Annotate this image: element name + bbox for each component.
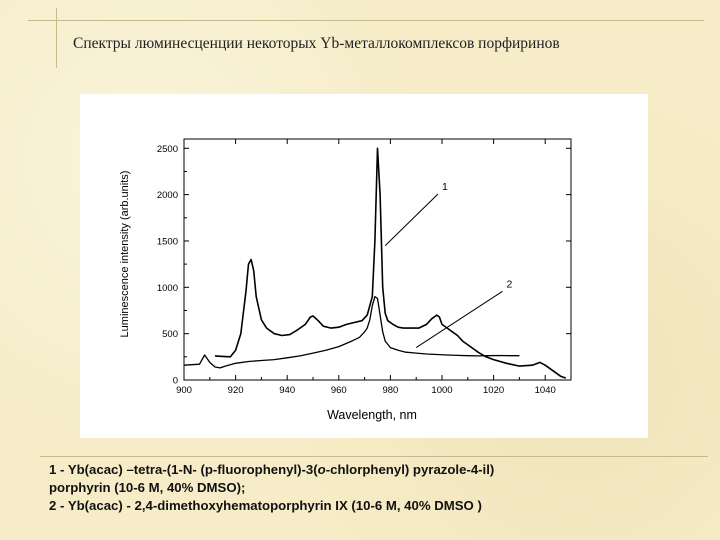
x-tick-label: 1000 xyxy=(431,385,452,396)
x-tick-label: 920 xyxy=(228,385,244,396)
annotation-label-1: 1 xyxy=(442,181,448,193)
decorative-left-rule xyxy=(56,8,57,68)
y-tick-label: 0 xyxy=(173,376,178,387)
annotation-leader-1 xyxy=(384,193,439,246)
y-axis-ticks: 0 500 1000 1500 2000 2500 xyxy=(157,144,571,387)
caption-line-1-suffix: -chlorphenyl) pyrazole-4-il) xyxy=(325,462,495,477)
decorative-bottom-rule xyxy=(40,456,708,457)
annotation-label-2: 2 xyxy=(507,278,513,290)
x-axis-ticks: 900 920 940 960 980 1000 1020 1040 xyxy=(176,139,556,396)
y-tick-label: 1000 xyxy=(157,283,178,294)
x-tick-label: 1020 xyxy=(483,385,504,396)
x-tick-label: 980 xyxy=(382,385,398,396)
plot-frame xyxy=(183,138,572,381)
x-tick-label: 900 xyxy=(176,385,192,396)
y-tick-label: 2000 xyxy=(157,190,178,201)
annotations-group: 12 xyxy=(384,181,513,348)
series-line-1 xyxy=(214,147,567,379)
y-tick-label: 500 xyxy=(162,329,178,340)
x-tick-label: 1040 xyxy=(535,385,556,396)
x-tick-label: 940 xyxy=(279,385,295,396)
figure-caption: 1 - Yb(acac) –tetra-(1-N- (p-fluoropheny… xyxy=(49,461,709,515)
series-line-2 xyxy=(183,295,520,369)
caption-line-1-italic: o xyxy=(317,462,326,477)
y-tick-label: 2500 xyxy=(157,144,178,155)
caption-line-2: porphyrin (10-6 M, 40% DMSO); xyxy=(49,480,246,495)
chart-panel: 0 500 1000 1500 2000 2500 900 920 940 960 980 1000… xyxy=(80,94,648,438)
caption-line-3: 2 - Yb(acac) - 2,4-dimethoxyhematoporphy… xyxy=(49,498,482,513)
slide-title: Спектры люминесценции некоторых Yb-метал… xyxy=(73,35,560,52)
decorative-top-rule xyxy=(28,20,704,21)
annotation-leader-2 xyxy=(415,290,503,348)
luminescence-chart: 0 500 1000 1500 2000 2500 900 920 940 960 980 1000… xyxy=(119,138,572,422)
x-axis-label: Wavelength, nm xyxy=(327,408,417,422)
caption-line-1: 1 - Yb(acac) –tetra-(1-N- (p-fluoropheny… xyxy=(49,461,709,479)
series-group xyxy=(183,147,567,379)
x-tick-label: 960 xyxy=(331,385,347,396)
y-axis-label: Luminescence intensity (arb.units) xyxy=(119,171,131,338)
y-tick-label: 1500 xyxy=(157,236,178,247)
caption-line-1-prefix: 1 - Yb(acac) –tetra-(1-N- (p-fluoropheny… xyxy=(49,462,318,477)
